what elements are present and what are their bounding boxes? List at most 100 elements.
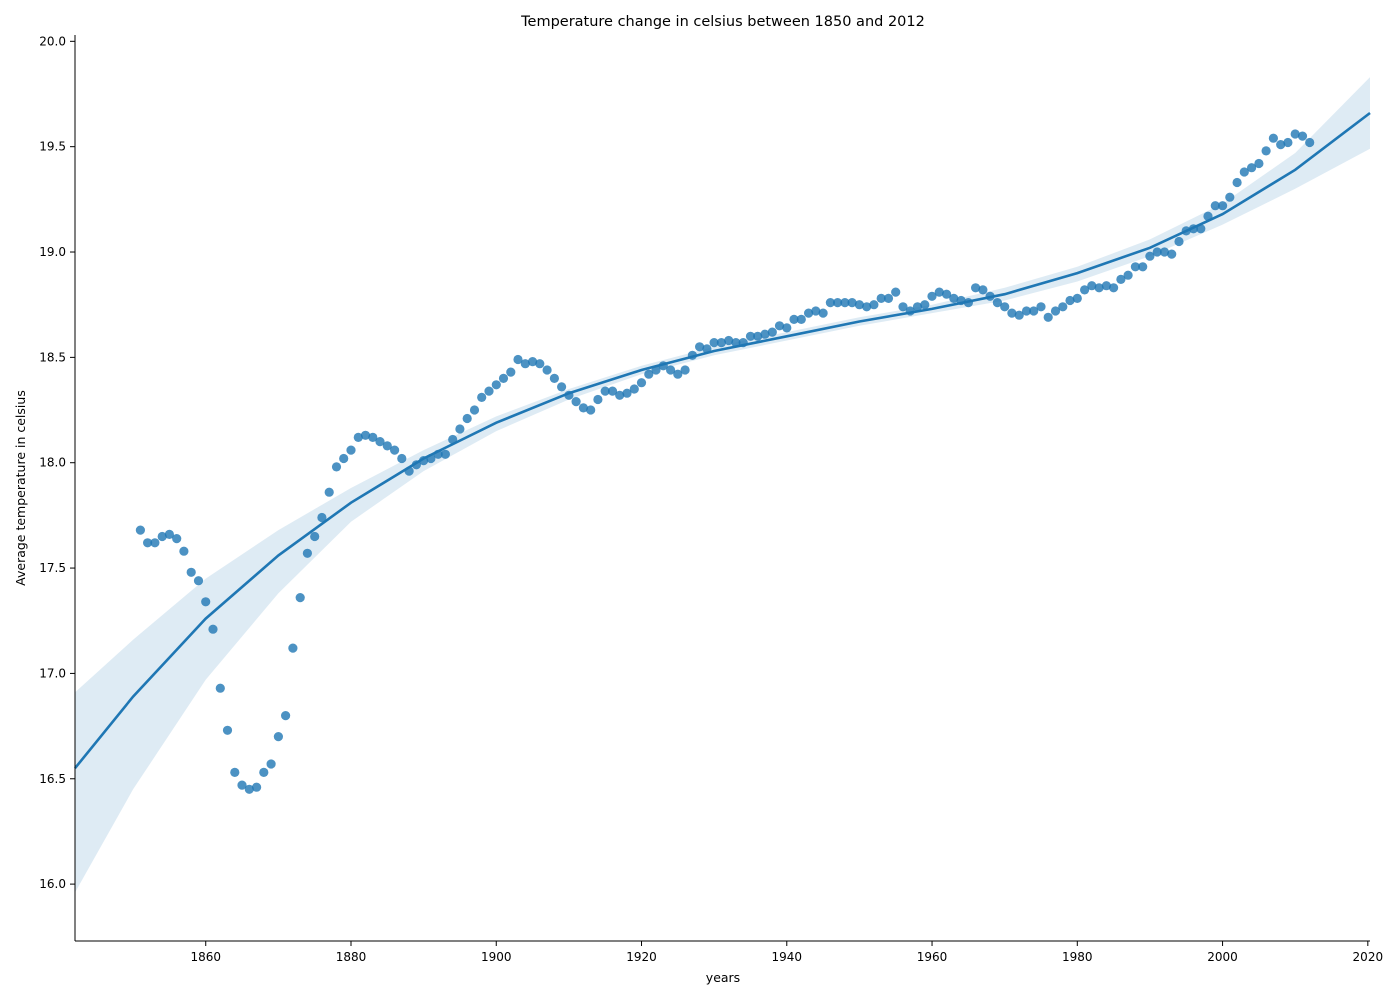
data-point [578, 403, 589, 413]
data-point [1268, 133, 1278, 143]
data-point [1058, 302, 1068, 312]
data-point [673, 369, 683, 379]
data-point [324, 487, 334, 497]
y-tick-label: 16.5 [39, 772, 66, 786]
data-point [1138, 262, 1148, 272]
y-tick-label: 17.5 [39, 561, 66, 575]
data-point [883, 293, 894, 303]
data-point [818, 308, 828, 318]
data-point [208, 624, 218, 634]
data-point [695, 342, 705, 352]
data-point [789, 314, 799, 324]
x-tick-label: 1940 [772, 950, 803, 964]
data-point [360, 430, 371, 440]
data-point [876, 293, 886, 303]
data-points [135, 129, 1315, 794]
data-point [629, 384, 639, 394]
data-point [1276, 140, 1286, 150]
data-point [774, 321, 785, 331]
data-point [1065, 295, 1075, 306]
data-point [215, 683, 225, 693]
data-point [934, 287, 944, 297]
data-point [680, 365, 690, 375]
data-point [745, 331, 756, 341]
data-point [1145, 251, 1155, 261]
data-point [760, 329, 770, 339]
data-point [1174, 236, 1184, 247]
data-point [135, 525, 145, 535]
data-point [1014, 310, 1024, 320]
data-point [1000, 302, 1010, 312]
y-tick-label: 18.0 [39, 456, 66, 470]
data-point [1261, 146, 1271, 156]
data-point [1021, 306, 1032, 316]
data-point [1247, 163, 1257, 173]
data-point [636, 378, 647, 388]
data-point [840, 298, 850, 308]
data-point [143, 538, 153, 548]
data-point [709, 338, 719, 348]
data-point [753, 331, 763, 341]
data-point [230, 767, 240, 778]
data-point [1232, 177, 1242, 188]
data-point [833, 298, 843, 308]
data-point [927, 291, 937, 301]
data-point [201, 597, 211, 607]
data-point [353, 432, 363, 442]
x-tick-label: 2020 [1353, 950, 1384, 964]
data-point [811, 306, 821, 316]
x-tick-label: 1920 [626, 950, 657, 964]
data-point [949, 293, 959, 303]
data-point [557, 382, 567, 392]
data-point [644, 369, 654, 379]
data-point [252, 782, 262, 792]
data-point [622, 388, 632, 398]
y-tick-label: 17.0 [39, 666, 66, 680]
data-point [237, 780, 247, 790]
data-point [1094, 283, 1104, 293]
data-point [1305, 137, 1315, 148]
data-point [498, 373, 509, 383]
x-tick-label: 1980 [1062, 950, 1093, 964]
data-point [1167, 249, 1177, 259]
data-point [1036, 302, 1046, 312]
data-point [869, 300, 879, 310]
data-point [542, 365, 552, 375]
x-tick-label: 1960 [917, 950, 948, 964]
data-point [462, 413, 472, 424]
confidence-interval-band [75, 77, 1370, 893]
data-point [1152, 247, 1162, 257]
data-point [288, 643, 298, 653]
data-point [716, 338, 727, 348]
data-point [1283, 137, 1293, 148]
data-point [520, 359, 530, 369]
data-point [535, 359, 545, 369]
y-tick-label: 19.0 [39, 245, 66, 259]
data-point [1239, 167, 1249, 177]
data-point [666, 365, 676, 375]
data-point [891, 287, 901, 297]
data-point [244, 784, 254, 794]
data-point [157, 531, 167, 542]
chart-title: Temperature change in celsius between 18… [520, 14, 925, 30]
data-point [390, 445, 400, 455]
data-point [782, 323, 792, 333]
plot-area [73, 77, 1371, 893]
x-tick-label: 1900 [481, 950, 512, 964]
data-point [222, 725, 233, 735]
data-point [375, 437, 385, 447]
data-point [1109, 283, 1119, 293]
x-axis-label: years [706, 970, 740, 985]
data-point [1218, 201, 1228, 211]
data-point [186, 567, 196, 577]
data-point [1087, 281, 1097, 291]
data-point [825, 298, 836, 308]
data-point [971, 283, 981, 293]
y-tick-label: 20.0 [39, 34, 66, 48]
data-point [1080, 285, 1090, 295]
data-point [607, 386, 618, 396]
data-point [382, 441, 392, 451]
regression-line [73, 111, 1371, 770]
data-point [440, 449, 450, 459]
y-tick-label: 19.5 [39, 140, 66, 154]
